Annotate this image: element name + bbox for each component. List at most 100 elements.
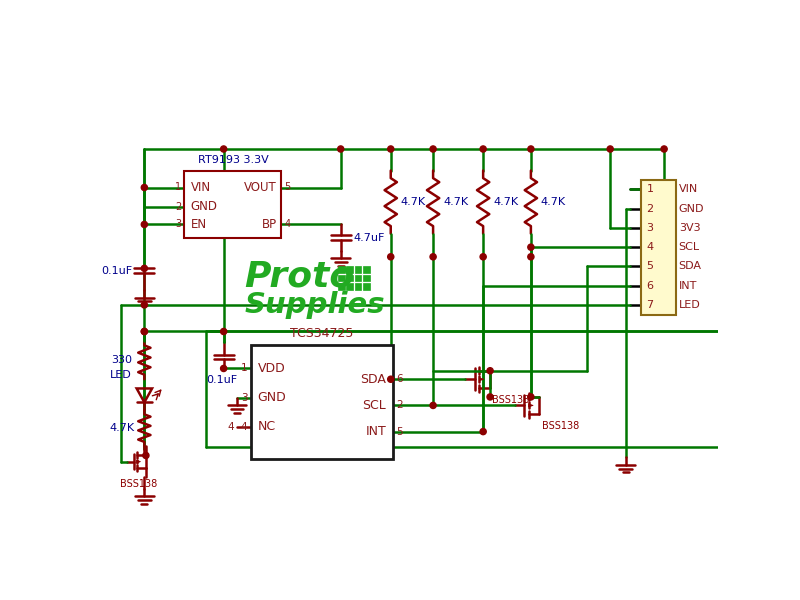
Circle shape [661,146,667,152]
Bar [354,283,362,290]
Bar [363,266,370,273]
Text: 7: 7 [646,300,654,310]
Text: 4.7K: 4.7K [110,423,134,433]
Text: 4: 4 [241,422,247,432]
Text: 5: 5 [396,427,402,437]
Text: 3: 3 [646,223,654,233]
Text: 4.7K: 4.7K [443,197,468,207]
Text: LED: LED [678,300,701,310]
Text: NC: NC [258,421,276,433]
Text: 330: 330 [111,355,132,365]
Circle shape [338,146,344,152]
Circle shape [480,146,486,152]
Text: BSS138: BSS138 [119,479,157,488]
Bar [338,283,345,290]
Bar [363,275,370,281]
Text: SCL: SCL [362,399,386,412]
Text: 2: 2 [396,400,402,410]
Text: 3: 3 [241,393,247,403]
Bar [346,275,353,281]
Text: TCS34725: TCS34725 [290,327,354,340]
Circle shape [430,146,436,152]
Text: RT9193 3.3V: RT9193 3.3V [198,155,268,165]
Bar [338,275,345,281]
Text: Proto: Proto [245,259,354,293]
Text: 5: 5 [646,262,654,271]
Text: 0.1uF: 0.1uF [101,266,132,275]
Text: BSS138: BSS138 [542,421,579,431]
Circle shape [142,328,147,335]
Circle shape [528,254,534,260]
Bar [363,283,370,290]
Circle shape [487,394,493,400]
Circle shape [480,428,486,434]
Polygon shape [137,460,141,463]
Text: BSS138: BSS138 [492,395,530,404]
Text: SDA: SDA [360,373,386,386]
Text: INT: INT [678,281,697,290]
Text: INT: INT [366,425,386,438]
Text: VIN: VIN [678,184,698,194]
Text: VIN: VIN [190,181,210,194]
Bar [338,266,345,273]
Circle shape [221,365,226,371]
Text: 4: 4 [646,242,654,252]
Circle shape [142,221,147,227]
Circle shape [143,452,149,458]
Polygon shape [529,404,534,407]
Circle shape [430,254,436,260]
Text: VDD: VDD [258,362,286,375]
Circle shape [142,184,147,191]
Circle shape [607,146,614,152]
Text: 3: 3 [175,220,182,229]
Circle shape [528,394,534,400]
Bar [250,346,393,460]
Circle shape [430,403,436,409]
Text: 2: 2 [646,203,654,214]
Circle shape [221,146,226,152]
Text: EN: EN [190,218,206,231]
Text: 4.7K: 4.7K [493,197,518,207]
Bar [641,180,676,314]
Bar [346,266,353,273]
Text: 1: 1 [241,364,247,373]
Text: SCL: SCL [678,242,700,252]
Circle shape [388,146,394,152]
Circle shape [388,254,394,260]
Text: LED: LED [110,370,132,380]
Circle shape [480,254,486,260]
Text: VOUT: VOUT [244,181,277,194]
Bar [184,170,282,238]
Text: 0.1uF: 0.1uF [206,376,238,385]
Text: 4: 4 [227,422,234,432]
Circle shape [528,244,534,250]
Circle shape [388,376,394,382]
Text: 4: 4 [285,220,290,229]
Text: GND: GND [258,391,286,404]
Text: GND: GND [678,203,704,214]
Text: BP: BP [262,218,277,231]
Text: SDA: SDA [678,262,702,271]
Text: 5: 5 [285,182,290,193]
Circle shape [142,265,147,271]
Text: 4.7K: 4.7K [401,197,426,207]
Text: 6: 6 [646,281,654,290]
Circle shape [221,328,226,335]
Text: 1: 1 [646,184,654,194]
Text: 3V3: 3V3 [678,223,700,233]
Bar [354,275,362,281]
Text: 4.7K: 4.7K [541,197,566,207]
Text: 4.7uF: 4.7uF [353,233,384,242]
Circle shape [528,146,534,152]
Text: 1: 1 [175,182,182,193]
Bar [354,266,362,273]
Circle shape [142,302,147,308]
Circle shape [487,368,493,374]
Circle shape [142,328,147,335]
Bar [346,283,353,290]
Text: 2: 2 [175,202,182,212]
Text: Supplies: Supplies [245,290,385,319]
Polygon shape [479,377,484,381]
Text: GND: GND [190,200,218,213]
Text: 6: 6 [396,374,402,384]
